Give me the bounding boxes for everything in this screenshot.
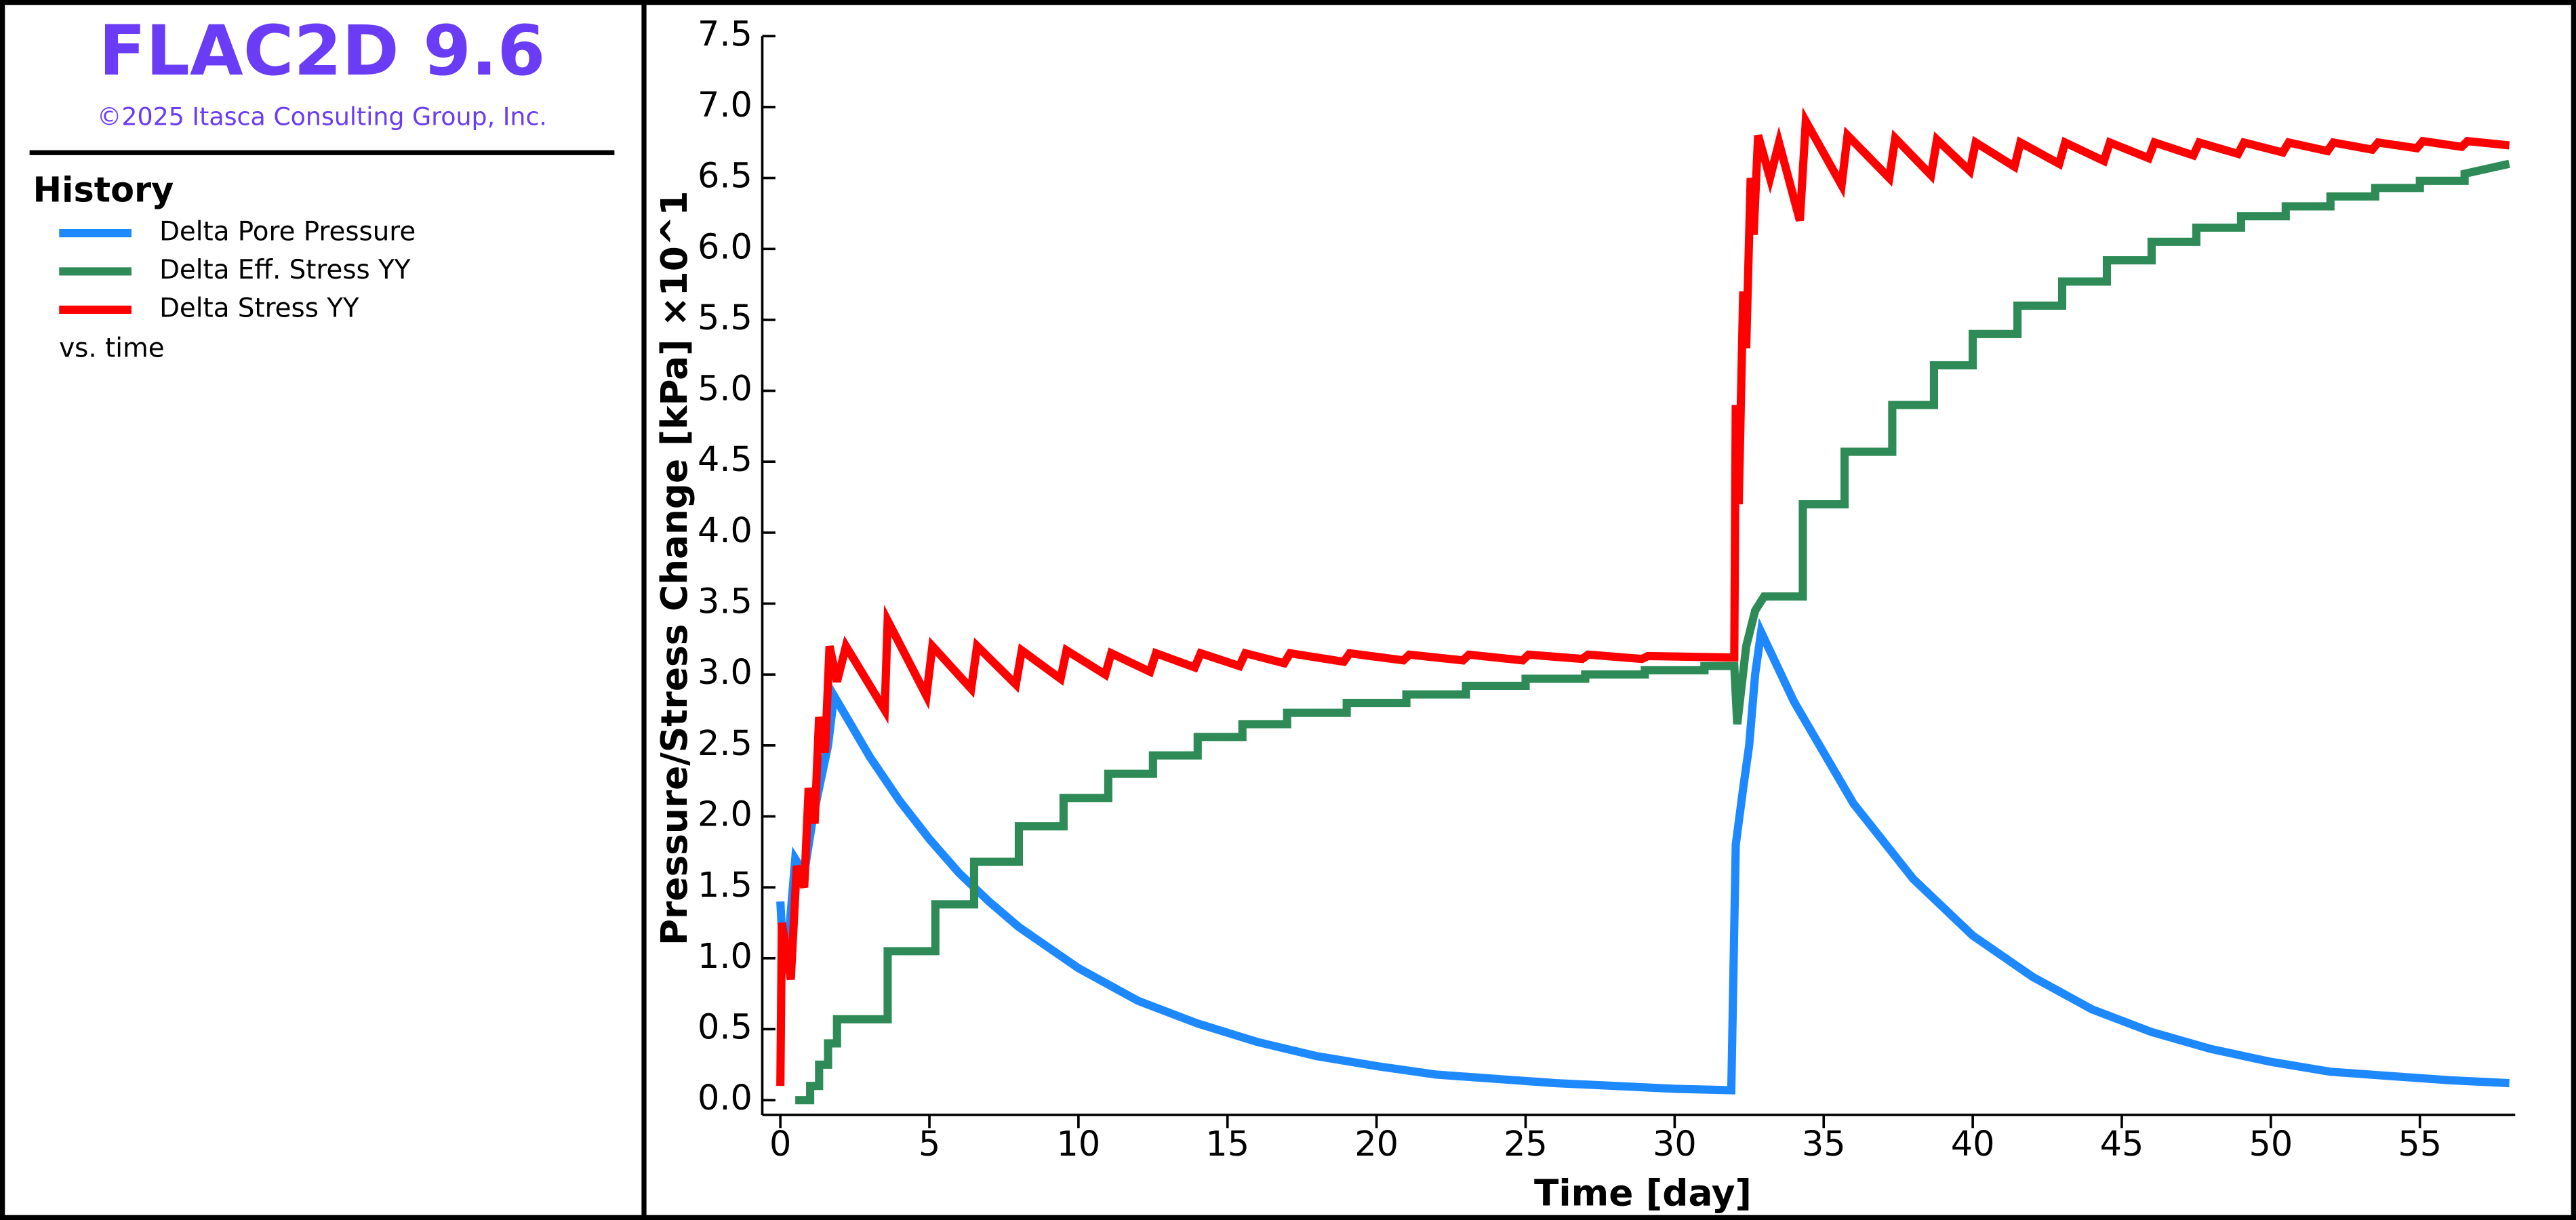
x-tick-label: 40	[1951, 1124, 1995, 1164]
x-tick-label: 25	[1504, 1124, 1548, 1164]
series-line	[776, 106, 2510, 1086]
y-tick-label: 6.5	[698, 156, 752, 196]
legend-title: History	[33, 169, 174, 209]
y-tick-label: 0.0	[698, 1078, 752, 1118]
x-tick-label: 15	[1205, 1124, 1249, 1164]
y-axis-label: Pressure/Stress Change [kPa] ×10^1	[653, 190, 696, 946]
x-tick-label: 45	[2100, 1124, 2144, 1164]
y-tick-label: 1.0	[698, 936, 752, 976]
x-tick-label: 55	[2398, 1124, 2442, 1164]
y-tick-label: 7.0	[698, 85, 752, 125]
legend-label: Delta Stress YY	[159, 293, 359, 323]
x-tick-label: 50	[2249, 1124, 2293, 1164]
x-tick-label: 10	[1057, 1124, 1101, 1164]
y-tick-label: 0.5	[698, 1006, 752, 1046]
series-line	[795, 159, 2510, 1105]
x-tick-label: 20	[1354, 1124, 1398, 1164]
y-tick-label: 4.0	[698, 510, 752, 550]
y-tick-label: 6.0	[698, 226, 752, 266]
x-tick-label: 5	[919, 1124, 940, 1164]
y-tick-label: 1.5	[698, 865, 752, 905]
y-tick-label: 2.0	[698, 794, 752, 834]
x-axis-label: Time [day]	[1534, 1172, 1752, 1214]
y-tick-label: 3.0	[698, 652, 752, 692]
legend-note: vs. time	[59, 333, 164, 364]
y-tick-label: 4.5	[698, 439, 752, 479]
y-tick-label: 7.5	[698, 14, 752, 54]
legend-label: Delta Eff. Stress YY	[159, 255, 411, 285]
x-tick-label: 0	[769, 1124, 791, 1164]
y-tick-label: 2.5	[698, 723, 752, 763]
y-tick-label: 5.5	[698, 298, 752, 338]
x-tick-label: 35	[1802, 1124, 1846, 1164]
x-tick-label: 30	[1653, 1124, 1697, 1164]
app-title: FLAC2D 9.6	[99, 11, 546, 91]
copyright: ©2025 Itasca Consulting Group, Inc.	[97, 102, 547, 131]
legend-label: Delta Pore Pressure	[159, 217, 416, 247]
y-tick-label: 3.5	[698, 582, 752, 622]
y-tick-label: 5.0	[698, 369, 752, 409]
